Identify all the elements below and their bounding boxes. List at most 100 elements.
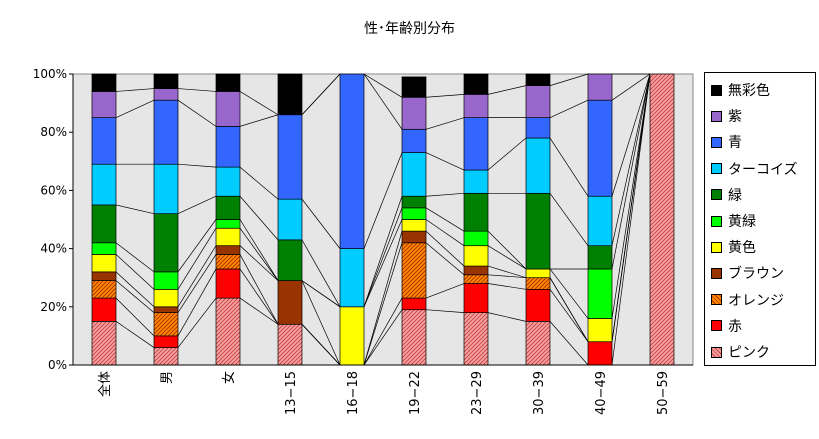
bar-segment bbox=[153, 271, 179, 290]
series-connector-line bbox=[301, 324, 341, 366]
bar-segment bbox=[215, 297, 241, 366]
bar-segment bbox=[215, 126, 241, 168]
legend-label: 黄緑 bbox=[728, 214, 756, 230]
series-connector-line bbox=[239, 297, 279, 325]
bar-segment bbox=[463, 192, 489, 232]
series-connector-line bbox=[239, 245, 279, 281]
bar-segment bbox=[587, 318, 613, 343]
bar-segment bbox=[401, 152, 427, 197]
bar-segment bbox=[215, 219, 241, 229]
bar-segment bbox=[587, 245, 613, 270]
series-connector-line bbox=[177, 245, 217, 307]
legend-item: 無彩色 bbox=[711, 79, 770, 101]
legend-item: 紫 bbox=[711, 105, 742, 127]
bar-segment bbox=[587, 195, 613, 247]
series-connector-line bbox=[549, 73, 589, 86]
legend-label: オレンジ bbox=[728, 292, 784, 309]
series-connector-line bbox=[301, 239, 341, 307]
bar-segment bbox=[525, 192, 551, 270]
series-connector-line bbox=[487, 283, 527, 290]
bar-segment bbox=[215, 166, 241, 197]
series-connector-line bbox=[177, 254, 217, 313]
series-connector-line bbox=[425, 192, 465, 197]
series-connector-line bbox=[363, 207, 403, 307]
series-connector-line bbox=[177, 195, 217, 214]
series-connector-line bbox=[301, 73, 341, 115]
series-connector-line bbox=[425, 283, 465, 299]
series-connector-line bbox=[487, 274, 527, 279]
series-connector-line bbox=[115, 99, 155, 118]
series-connector-line bbox=[549, 289, 589, 342]
bar-segment bbox=[153, 99, 179, 165]
series-connector-line bbox=[177, 297, 217, 348]
bar-segment bbox=[525, 117, 551, 139]
x-tick-label: 男 bbox=[160, 371, 175, 384]
series-connector-line bbox=[425, 219, 465, 246]
series-connector-line bbox=[363, 242, 403, 366]
series-connector-line bbox=[177, 99, 217, 127]
series-connector-line bbox=[611, 73, 651, 197]
series-connector-line bbox=[611, 73, 651, 246]
x-tick-label: 23−29 bbox=[470, 371, 485, 415]
series-connector-line bbox=[115, 280, 155, 313]
legend-item: オレンジ bbox=[711, 289, 784, 311]
legend-label: ターコイズ bbox=[728, 161, 798, 178]
bar-segment bbox=[401, 76, 427, 98]
bar-segment bbox=[153, 306, 179, 313]
series-connector-line bbox=[115, 297, 155, 337]
series-connector-line bbox=[301, 280, 341, 366]
legend-label: 紫 bbox=[728, 109, 742, 126]
legend-label: ブラウン bbox=[728, 266, 784, 283]
y-tick-label: 80% bbox=[40, 125, 67, 139]
series-connector-line bbox=[239, 219, 279, 281]
series-connector-line bbox=[425, 207, 465, 232]
series-connector-line bbox=[115, 254, 155, 290]
bar-segment bbox=[153, 335, 179, 348]
legend-label: ピンク bbox=[728, 345, 770, 361]
x-tick-label: 30−39 bbox=[532, 371, 547, 415]
series-connector-line bbox=[611, 73, 651, 101]
bar-segment bbox=[463, 283, 489, 313]
series-connector-line bbox=[549, 137, 589, 197]
bar-segment bbox=[215, 73, 241, 92]
bar-segment bbox=[525, 137, 551, 194]
x-tick-label: 19−22 bbox=[408, 371, 423, 415]
legend-item: 緑 bbox=[711, 184, 742, 206]
bar-segment bbox=[525, 85, 551, 118]
bar-segment bbox=[215, 195, 241, 220]
bar-segment bbox=[649, 73, 675, 366]
bar-segment bbox=[587, 73, 613, 101]
series-connector-line bbox=[177, 163, 217, 168]
bar-segment bbox=[401, 96, 427, 130]
legend-swatch bbox=[711, 110, 722, 122]
legend-swatch bbox=[711, 163, 722, 175]
bar-segment bbox=[91, 204, 117, 244]
bar-segment bbox=[401, 242, 427, 299]
bar-segment bbox=[153, 213, 179, 273]
series-connector-line bbox=[611, 73, 651, 270]
legend-swatch bbox=[711, 189, 722, 201]
series-connector-line bbox=[239, 228, 279, 281]
series-connector-line bbox=[239, 114, 279, 127]
bar-segment bbox=[401, 230, 427, 244]
series-connector-line bbox=[239, 166, 279, 200]
bar-segment bbox=[401, 195, 427, 209]
series-connector-line bbox=[115, 242, 155, 273]
bar-segment bbox=[91, 242, 117, 255]
legend-item: 青 bbox=[711, 131, 742, 153]
bar-segment bbox=[401, 207, 427, 220]
series-connector-line bbox=[363, 231, 403, 366]
bar-segment bbox=[153, 288, 179, 308]
series-connector-line bbox=[611, 73, 651, 366]
series-connector-line bbox=[487, 312, 527, 322]
series-connector-line bbox=[301, 280, 341, 308]
bar-segment bbox=[215, 268, 241, 299]
bar-segment bbox=[153, 73, 179, 89]
bar-segment bbox=[153, 347, 179, 366]
bar-segment bbox=[153, 163, 179, 215]
y-tick-label: 20% bbox=[40, 300, 67, 314]
series-connector-line bbox=[177, 268, 217, 337]
bar-segment bbox=[91, 280, 117, 299]
bar-segment bbox=[401, 297, 427, 311]
bar-segment bbox=[463, 245, 489, 267]
